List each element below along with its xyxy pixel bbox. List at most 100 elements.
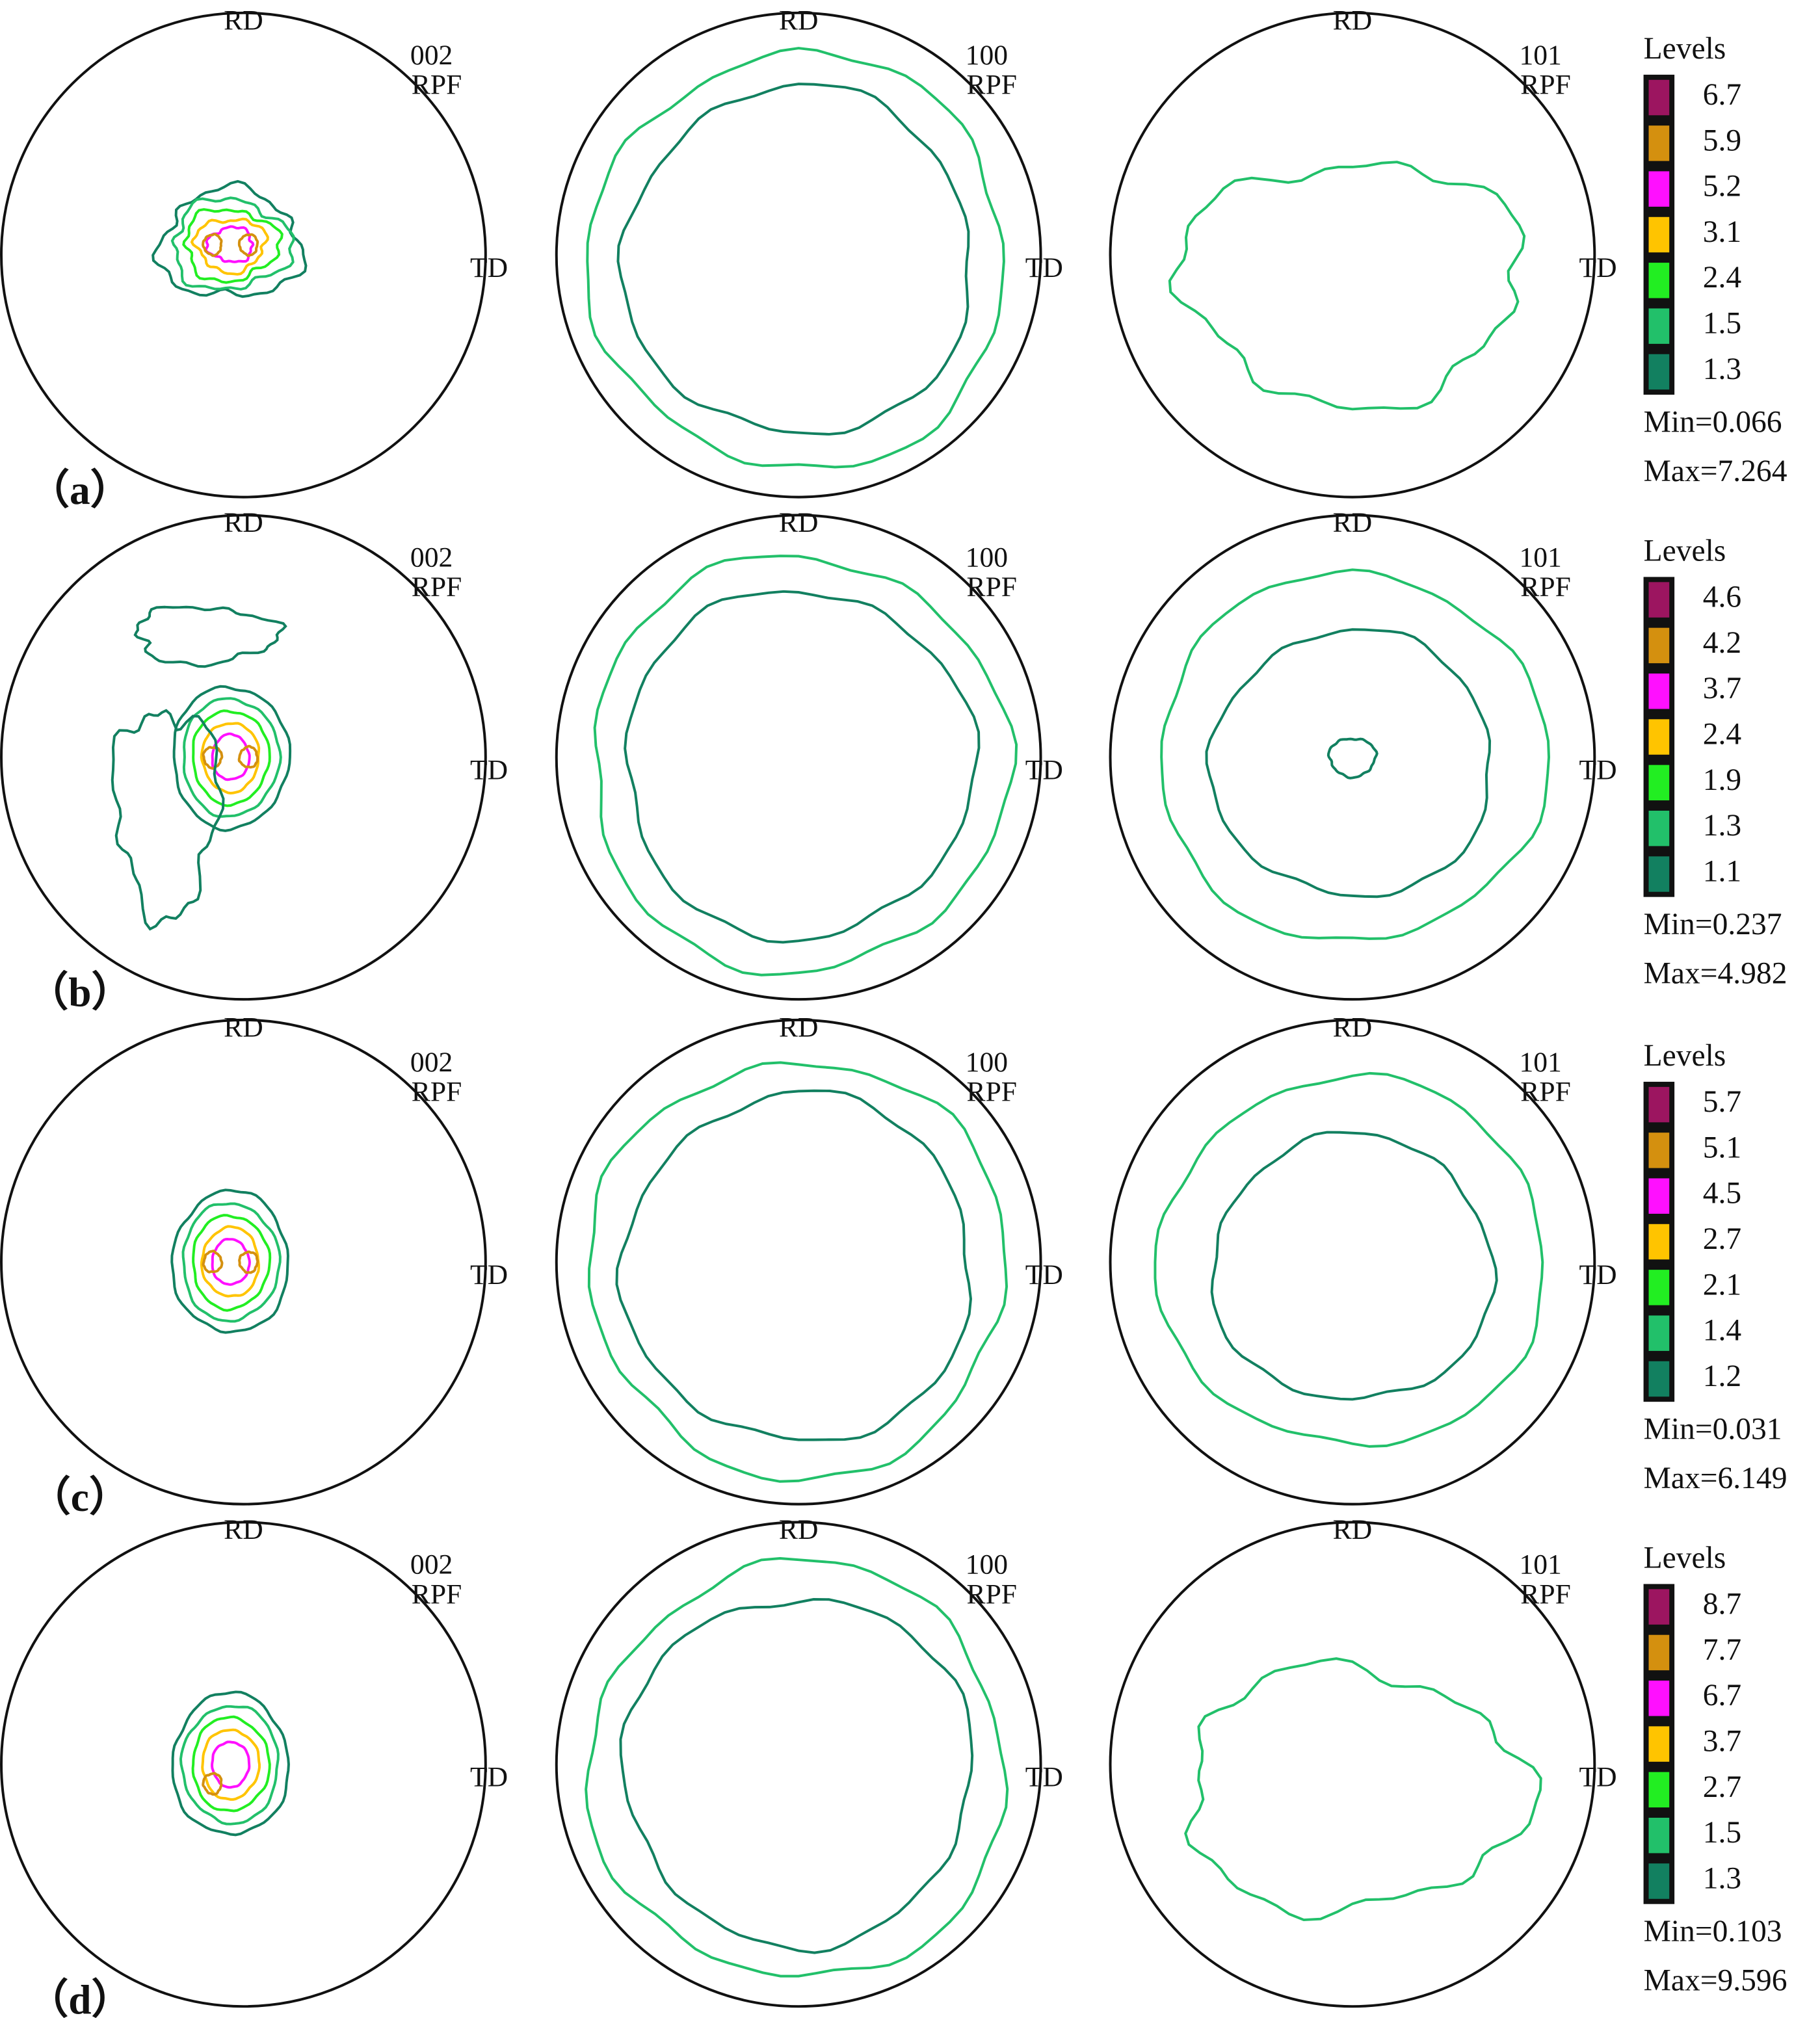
legend-swatch [1648, 1133, 1670, 1168]
contour [202, 1772, 223, 1796]
contour [111, 709, 225, 931]
axis-label-rd: RD [779, 1514, 819, 1545]
contour [238, 1250, 259, 1274]
legend-level: 2.4 [1703, 717, 1742, 751]
legend-swatch [1648, 1315, 1670, 1351]
axis-label-rd: RD [224, 1514, 263, 1545]
legend-swatch [1648, 856, 1670, 892]
legend-level: 1.9 [1703, 763, 1741, 797]
axis-label-rd: RD [1333, 5, 1373, 36]
legend-swatch [1648, 308, 1670, 344]
legend-title: Levels [1644, 1541, 1726, 1575]
contour [133, 605, 287, 668]
axis-label-rd: RD [1333, 507, 1373, 538]
legend-swatch [1648, 79, 1670, 116]
axis-label-rd: RD [779, 5, 819, 36]
legend-level: 1.4 [1703, 1314, 1742, 1348]
projection-label: RPF [967, 70, 1018, 101]
contour [211, 1237, 251, 1286]
legend-level: 1.3 [1703, 809, 1741, 843]
legend-swatch [1648, 810, 1670, 846]
legend-swatch [1648, 1224, 1670, 1260]
pole-label: 100 [966, 1549, 1008, 1580]
row-label: （c） [29, 1474, 130, 1520]
legend-level: 3.7 [1703, 672, 1741, 705]
axis-label-rd: RD [779, 1012, 819, 1043]
axis-label-td: TD [1025, 1762, 1063, 1793]
legend-level: 1.5 [1703, 1816, 1741, 1850]
row-label: （a） [29, 467, 131, 513]
pole-label: 101 [1519, 542, 1561, 573]
pole-figure-circle [1109, 1018, 1596, 1506]
axis-label-td: TD [470, 1762, 508, 1793]
pole-label: 100 [966, 1047, 1008, 1078]
legend-level: 3.7 [1703, 1724, 1741, 1758]
legend-min: Min=0.103 [1644, 1915, 1782, 1948]
pole-label: 101 [1519, 40, 1561, 71]
contour [171, 1690, 290, 1837]
contour [593, 555, 1018, 976]
legend-level: 2.1 [1703, 1268, 1741, 1302]
contour [201, 1728, 261, 1801]
legend-swatch [1648, 1086, 1670, 1123]
legend-swatch [1648, 1361, 1670, 1397]
axis-label-rd: RD [224, 5, 263, 36]
pole-figure-circle [1109, 11, 1596, 499]
axis-label-rd: RD [1333, 1012, 1373, 1043]
axis-label-rd: RD [779, 507, 819, 538]
projection-label: RPF [412, 70, 462, 101]
legend-swatch [1648, 1634, 1670, 1671]
legend-swatch [1648, 1863, 1670, 1899]
axis-label-td: TD [1025, 252, 1063, 283]
legend-swatch [1648, 216, 1670, 253]
legend-swatch [1648, 263, 1670, 298]
legend-swatch [1648, 765, 1670, 801]
legend-level: 1.3 [1703, 352, 1741, 386]
axis-label-td: TD [1025, 1259, 1063, 1291]
axis-label-rd: RD [224, 507, 263, 538]
pole-figure-circle [0, 1018, 487, 1506]
legend-min: Min=0.237 [1644, 908, 1782, 941]
pole-label: 002 [410, 1549, 453, 1580]
axis-label-td: TD [1579, 1762, 1617, 1793]
legend-level: 1.2 [1703, 1359, 1741, 1393]
contour [170, 196, 295, 291]
pole-label: 002 [410, 40, 453, 71]
contour [182, 208, 284, 284]
contour [152, 179, 308, 298]
legend-swatch [1648, 354, 1670, 390]
legend-swatch [1648, 1589, 1670, 1625]
pole-figure-circle [555, 11, 1042, 499]
legend-min: Min=0.066 [1644, 406, 1782, 439]
row-label: （d） [27, 1977, 133, 2018]
legend-level: 4.5 [1703, 1177, 1741, 1211]
legend-swatch [1648, 1681, 1670, 1716]
legend-swatch [1648, 673, 1670, 709]
pole-label: 100 [966, 40, 1008, 71]
contour [202, 233, 223, 257]
contour [624, 590, 981, 944]
legend-swatch [1648, 1178, 1670, 1214]
legend-level: 1.5 [1703, 307, 1741, 341]
legend-level: 3.1 [1703, 215, 1741, 249]
legend-max: Max=6.149 [1644, 1461, 1787, 1495]
pole-label: 101 [1519, 1549, 1561, 1580]
contour [585, 1557, 1009, 1978]
legend-title: Levels [1644, 1039, 1726, 1073]
legend-max: Max=9.596 [1644, 1963, 1787, 1997]
legend-level: 2.7 [1703, 1222, 1741, 1256]
legend-level: 6.7 [1703, 1679, 1741, 1712]
pole-figure-circle [555, 1018, 1042, 1506]
contour [615, 1089, 972, 1441]
projection-label: RPF [412, 1077, 462, 1108]
axis-label-rd: RD [1333, 1514, 1373, 1545]
contour [190, 217, 269, 276]
projection-label: RPF [967, 571, 1018, 603]
legend-level: 2.4 [1703, 261, 1742, 295]
legend-swatch [1648, 1270, 1670, 1305]
pole-figure-circle [1109, 514, 1596, 1001]
row-label: （b） [27, 970, 133, 1016]
legend-level: 5.1 [1703, 1131, 1741, 1164]
contour [192, 709, 271, 807]
legend-level: 5.7 [1703, 1085, 1741, 1119]
